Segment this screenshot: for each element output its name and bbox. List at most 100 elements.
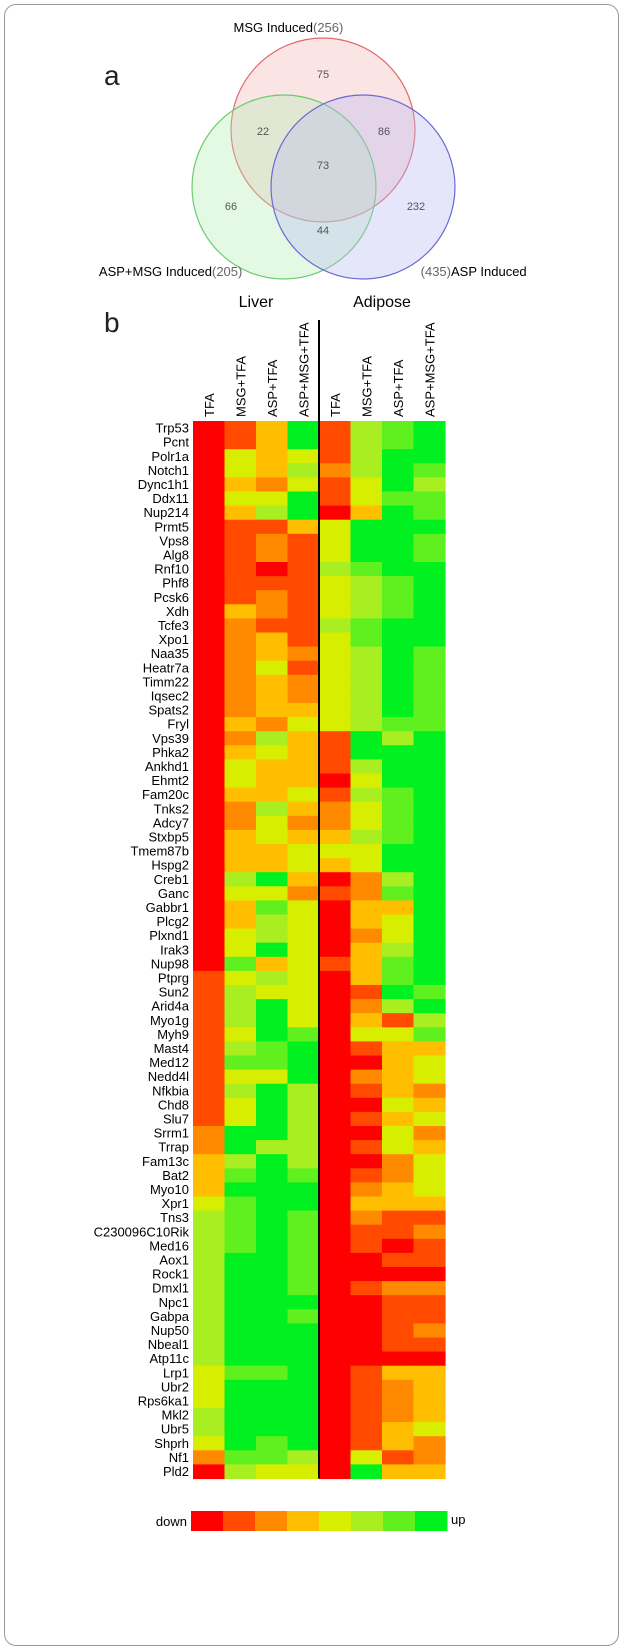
- heatmap-cell: [287, 787, 320, 803]
- heatmap-cell: [287, 1365, 320, 1381]
- heatmap-cell: [382, 463, 415, 478]
- heatmap-cell: [350, 801, 383, 817]
- heatmap-cell: [256, 787, 289, 803]
- heatmap-cell: [350, 1267, 383, 1282]
- heatmap-cell: [382, 914, 415, 930]
- msg-set-label: MSG Induced: [234, 20, 314, 35]
- heatmap-cell: [193, 1252, 226, 1268]
- heatmap-cell: [413, 562, 446, 577]
- heatmap-cell: [350, 1196, 383, 1212]
- heatmap-cell: [256, 1408, 289, 1423]
- heatmap-cell: [256, 618, 289, 634]
- heatmap-cell: [413, 1196, 446, 1212]
- heatmap-cell: [224, 1083, 257, 1099]
- heatmap-cell: [193, 801, 226, 817]
- heatmap-cell: [350, 999, 383, 1014]
- heatmap-cell: [413, 547, 446, 563]
- heatmap-cell: [350, 547, 383, 563]
- heatmap-cell: [319, 590, 352, 605]
- heatmap-cell: [193, 1464, 226, 1480]
- heatmap-cell: [287, 1267, 320, 1282]
- heatmap-cell: [382, 1027, 415, 1042]
- heatmap-cell: [350, 519, 383, 535]
- heatmap-cell: [413, 970, 446, 986]
- heatmap-cell: [193, 562, 226, 577]
- heatmap-cell: [224, 1027, 257, 1042]
- heatmap-cell: [350, 1351, 383, 1367]
- heatmap-cell: [224, 505, 257, 521]
- heatmap-cell: [224, 844, 257, 859]
- heatmap-cell: [193, 717, 226, 732]
- heatmap-cell: [287, 1281, 320, 1296]
- heatmap-cell: [413, 1309, 446, 1324]
- heatmap-cell: [382, 1168, 415, 1183]
- heatmap-cell: [256, 731, 289, 746]
- heatmap-cell: [193, 787, 226, 803]
- heatmap-cell: [287, 505, 320, 521]
- heatmap-cell: [287, 1224, 320, 1240]
- heatmap-cell: [413, 844, 446, 859]
- heatmap-cell: [413, 660, 446, 676]
- heatmap-cell: [382, 1379, 415, 1395]
- gene-label: Ptprg: [158, 971, 189, 986]
- heatmap-cell: [350, 956, 383, 972]
- heatmap-cell: [224, 928, 257, 944]
- heatmap-cell: [319, 1351, 352, 1367]
- column-header: ASP+TFA: [391, 359, 406, 417]
- heatmap-cell: [382, 1083, 415, 1099]
- heatmap-cell: [193, 1323, 226, 1339]
- heatmap-cell: [287, 674, 320, 690]
- heatmap-cell: [256, 632, 289, 648]
- heatmap-cell: [287, 688, 320, 704]
- heatmap-cell: [224, 759, 257, 775]
- heatmap-cell: [350, 1309, 383, 1324]
- heatmap-cell: [256, 844, 289, 859]
- heatmap-cell: [287, 562, 320, 577]
- heatmap-cell: [224, 632, 257, 648]
- heatmap-cell: [413, 1365, 446, 1381]
- gene-label: Xpo1: [159, 632, 189, 647]
- heatmap-cell: [224, 562, 257, 577]
- heatmap-cell: [224, 703, 257, 718]
- heatmap-cell: [256, 547, 289, 563]
- region-asp-only: 232: [407, 201, 425, 213]
- heatmap-cell: [193, 970, 226, 986]
- heatmap-cell: [350, 731, 383, 746]
- heatmap-cell: [413, 717, 446, 732]
- gene-label: Trrap: [158, 1140, 189, 1155]
- heatmap-cell: [287, 646, 320, 662]
- heatmap-cell: [256, 1027, 289, 1042]
- heatmap-cell: [382, 1111, 415, 1127]
- heatmap-cell: [319, 956, 352, 972]
- gene-label: Plxnd1: [149, 928, 189, 943]
- legend-swatch: [319, 1511, 352, 1531]
- heatmap-cell: [193, 1408, 226, 1423]
- heatmap-cell: [382, 590, 415, 605]
- heatmap-cell: [382, 900, 415, 916]
- heatmap-cell: [413, 421, 446, 436]
- heatmap-cell: [193, 646, 226, 662]
- heatmap-cell: [193, 1111, 226, 1127]
- heatmap-cell: [413, 1422, 446, 1437]
- heatmap-cell: [382, 801, 415, 817]
- heatmap-cell: [193, 477, 226, 493]
- heatmap-cell: [350, 872, 383, 887]
- heatmap-cell: [224, 660, 257, 676]
- gene-label: Nbeal1: [148, 1337, 189, 1352]
- heatmap-cell: [350, 576, 383, 591]
- gene-label: Tnks2: [154, 801, 189, 816]
- heatmap-cell: [224, 1379, 257, 1395]
- heatmap-cell: [319, 1069, 352, 1085]
- heatmap-cell: [382, 703, 415, 718]
- heatmap-cell: [287, 491, 320, 507]
- heatmap-cell: [382, 872, 415, 887]
- heatmap-cell: [382, 773, 415, 789]
- heatmap-cell: [287, 745, 320, 760]
- heatmap-cell: [193, 1238, 226, 1254]
- heatmap-cell: [193, 1224, 226, 1240]
- gene-label: Spats2: [149, 703, 189, 718]
- heatmap-cell: [382, 562, 415, 577]
- heatmap-cell: [382, 491, 415, 507]
- region-msg-asp: 86: [378, 126, 390, 138]
- heatmap-cell: [224, 674, 257, 690]
